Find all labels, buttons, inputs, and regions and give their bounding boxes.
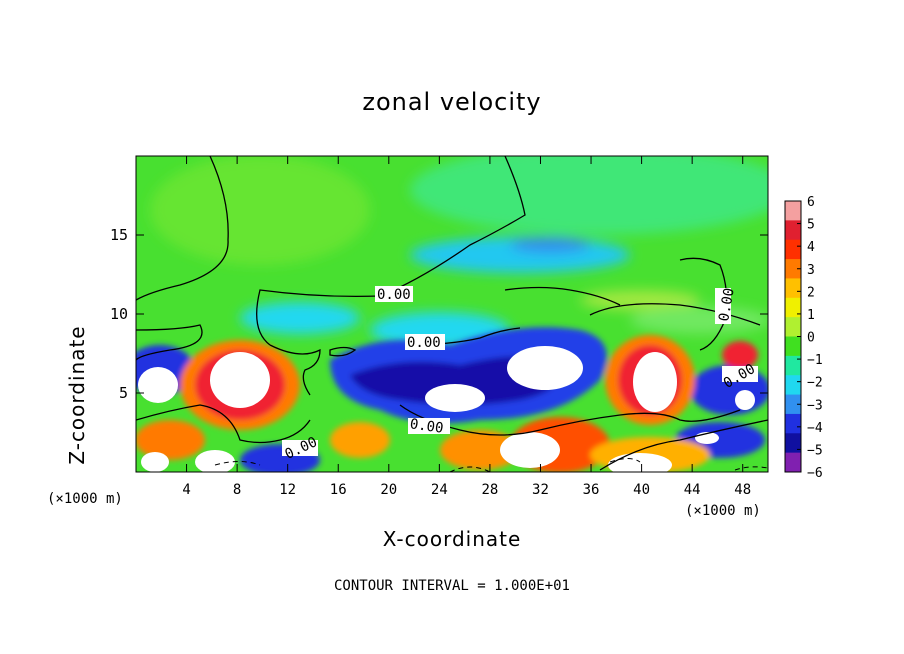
y-axis-label: Z-coordinate [65,325,89,465]
x-tick-label: 4 [182,482,190,498]
colorbar-tick-label: 2 [807,285,815,300]
colorbar-tick-label: −2 [807,376,823,391]
x-tick-label: 12 [279,482,296,498]
colorbar-tick-label: 3 [807,263,815,278]
colorbar-swatch [785,297,801,318]
colorbar-swatch [785,336,801,357]
x-tick-label: 32 [532,482,549,498]
contour-label-backgrounds [282,286,758,456]
colorbar-tick-label: −1 [807,353,823,368]
x-tick-label: 44 [684,482,701,498]
colorbar-swatch [785,452,801,473]
y-tick-label: 15 [110,226,128,244]
colorbar-swatch [785,201,801,221]
colorbar-tick-label: −4 [807,421,823,436]
x-tick-label: 16 [330,482,347,498]
colorbar-tick-label: −6 [807,466,823,481]
x-tick-label: 36 [583,482,600,498]
y-axis-unit: (×1000 m) [47,491,123,507]
x-tick-label: 24 [431,482,448,498]
x-axis-label: X-coordinate [382,527,522,551]
colorbar-tick-label: −5 [807,443,823,458]
colorbar-swatch [785,394,801,415]
x-tick-label: 40 [633,482,650,498]
contour-label: 0.00 [377,287,411,303]
chart-title: zonal velocity [362,88,542,116]
colorbar-tick-label: 0 [807,331,815,346]
contour-label: 0.00 [716,287,738,323]
contour-label: 0.00 [409,416,445,437]
x-tick-label: 8 [233,482,241,498]
colorbar-swatch [785,278,801,299]
colorbar-swatch [785,355,801,376]
colorbar: 6 5 4 3 2 1 0 −1 −2 −3 −4 −5 −6 [784,195,823,481]
colorbar-tick-label: −3 [807,398,823,413]
heatmap-field: 0.00 0.00 0.00 0.00 0.00 0.00 [136,156,768,472]
colorbar-swatch [785,259,801,279]
colorbar-swatch [785,239,801,260]
x-tick-label: 20 [380,482,397,498]
colorbar-tick-label: 1 [807,308,815,323]
y-tick-label: 10 [110,305,128,323]
x-axis: 4 8 12 16 20 24 28 32 36 40 44 48 [182,156,751,498]
contour-interval-note: CONTOUR INTERVAL = 1.000E+01 [333,578,570,594]
colorbar-swatch [785,413,801,434]
colorbar-swatch [785,375,801,396]
colorbar-swatch [785,220,801,241]
y-tick-label: 5 [119,384,128,402]
colorbar-swatch [785,317,801,337]
x-tick-label: 28 [481,482,498,498]
colorbar-swatch [785,433,801,454]
colorbar-tick-label: 4 [807,240,815,255]
x-axis-unit: (×1000 m) [685,503,761,519]
contour-label: 0.00 [407,335,441,351]
colorbar-tick-label: 5 [807,218,815,233]
colorbar-tick-label: 6 [807,195,815,210]
x-tick-label: 48 [734,482,751,498]
y-axis: 5 10 15 [110,226,768,402]
